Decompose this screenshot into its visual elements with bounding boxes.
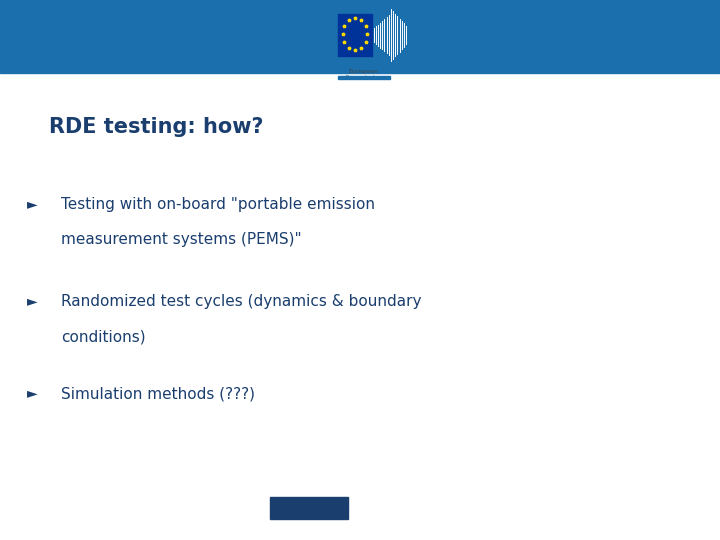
Text: measurement systems (PEMS)": measurement systems (PEMS)" — [61, 232, 302, 247]
Text: ►: ► — [27, 294, 38, 308]
Text: ►: ► — [27, 386, 38, 400]
Text: European
Commission: European Commission — [344, 69, 383, 80]
Text: ►: ► — [27, 197, 38, 211]
Bar — [0, 0, 720, 73]
Bar — [338, 14, 372, 56]
Text: Simulation methods (???): Simulation methods (???) — [61, 386, 255, 401]
Bar — [338, 76, 390, 79]
Text: RDE testing: how?: RDE testing: how? — [49, 117, 264, 137]
Text: conditions): conditions) — [61, 329, 146, 345]
Text: Testing with on-board "portable emission: Testing with on-board "portable emission — [61, 197, 375, 212]
Bar — [270, 497, 348, 519]
Text: Randomized test cycles (dynamics & boundary: Randomized test cycles (dynamics & bound… — [61, 294, 422, 309]
